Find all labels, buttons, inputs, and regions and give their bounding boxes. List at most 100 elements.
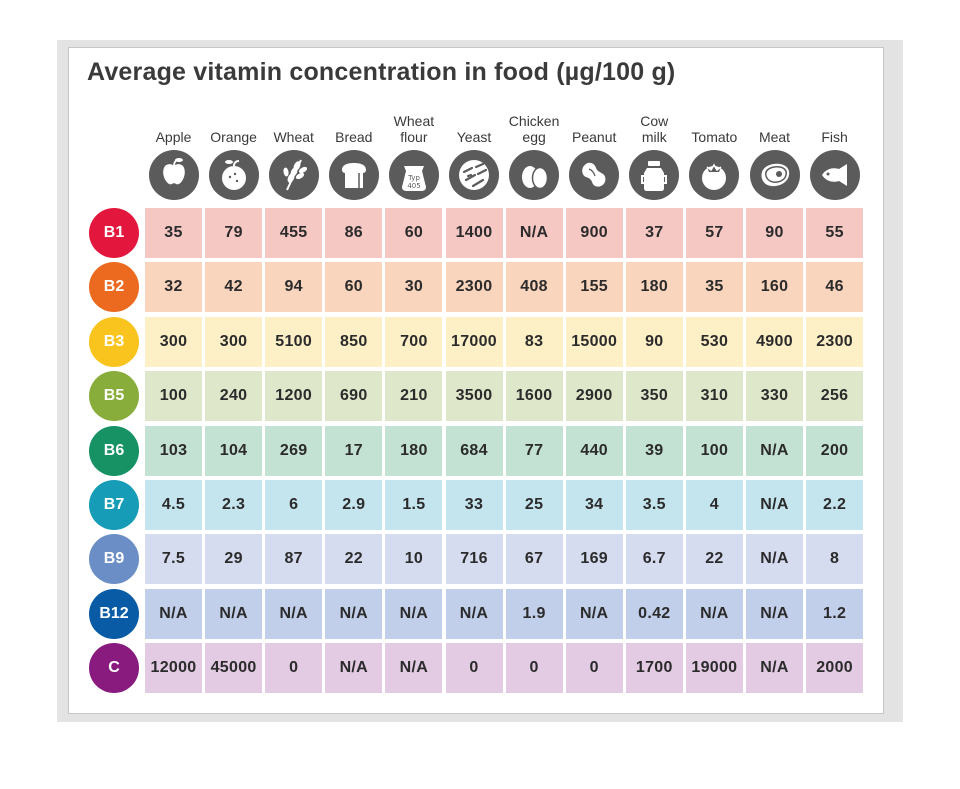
table-cell: 210 [385, 371, 443, 422]
vitamin-badge: B9 [89, 534, 139, 585]
apple-icon [148, 150, 199, 200]
table-cell: N/A [746, 588, 803, 639]
table-cell: 180 [385, 425, 443, 476]
table-cell: 2300 [445, 262, 503, 313]
table-cell: 169 [565, 534, 623, 585]
table-cell: 60 [325, 262, 383, 313]
table-cell: 103 [145, 425, 202, 476]
table-cell: 35 [685, 262, 743, 313]
table-cell: 17 [325, 425, 383, 476]
table-cell: 300 [205, 316, 263, 367]
table-cell: 8 [806, 534, 864, 585]
table-cell: N/A [746, 643, 803, 694]
table-cell: 1600 [505, 371, 563, 422]
table-cell: N/A [746, 534, 803, 585]
table-cell: 12000 [145, 643, 202, 694]
table-cell: 90 [625, 316, 683, 367]
chart-title: Average vitamin concentration in food (µ… [87, 58, 676, 86]
table-cell: 1.5 [385, 480, 443, 530]
column-header: Yeast [456, 129, 492, 145]
column-header: Tomato [691, 129, 738, 145]
table-cell: 90 [746, 208, 803, 258]
table-cell: 240 [205, 371, 263, 422]
wheat-icon [268, 150, 319, 200]
table-cell: N/A [205, 588, 263, 639]
egg-icon [509, 150, 560, 200]
table-cell: 87 [265, 534, 323, 585]
table-cell: 700 [385, 316, 443, 367]
column-header: Cow milk [640, 113, 669, 145]
table-cell: 46 [806, 262, 864, 313]
table-cell: 79 [205, 208, 263, 258]
table-cell: 33 [445, 480, 503, 530]
table-cell: 104 [205, 425, 263, 476]
table-cell: 67 [505, 534, 563, 585]
table-cell: 3500 [445, 371, 503, 422]
table-cell: N/A [265, 588, 323, 639]
column-header: Chicken egg [508, 113, 560, 145]
table-cell: 684 [445, 425, 503, 476]
vitamin-badge: B6 [89, 425, 139, 476]
table-cell: 4900 [746, 316, 803, 367]
tomato-icon [689, 150, 740, 200]
vitamin-badge: B7 [89, 480, 139, 530]
table-cell: 310 [685, 371, 743, 422]
flour-bag-icon: Typ 405 [388, 150, 439, 200]
meat-icon [749, 150, 800, 200]
table-cell: 22 [685, 534, 743, 585]
table-cell: 0 [265, 643, 323, 694]
bread-icon [328, 150, 379, 200]
table-cell: N/A [445, 588, 503, 639]
table-cell: 94 [265, 262, 323, 313]
table-cell: N/A [145, 588, 202, 639]
table-cell: 1700 [625, 643, 683, 694]
table-cell: 408 [505, 262, 563, 313]
table-cell: 6 [265, 480, 323, 530]
table-cell: 269 [265, 425, 323, 476]
vitamin-badge: B2 [89, 262, 139, 313]
table-cell: 57 [685, 208, 743, 258]
table-cell: 155 [565, 262, 623, 313]
table-cell: 7.5 [145, 534, 202, 585]
table-cell: 0.42 [625, 588, 683, 639]
table-cell: 39 [625, 425, 683, 476]
table-cell: 100 [685, 425, 743, 476]
table-cell: 440 [565, 425, 623, 476]
column-header: Fish [821, 129, 848, 145]
table-cell: 850 [325, 316, 383, 367]
table-cell: 2.2 [806, 480, 864, 530]
table-cell: 42 [205, 262, 263, 313]
table-cell: 22 [325, 534, 383, 585]
column-header: Meat [758, 129, 791, 145]
table-cell: 35 [145, 208, 202, 258]
table-cell: 34 [565, 480, 623, 530]
table-cell: 4 [685, 480, 743, 530]
fish-icon [809, 150, 860, 200]
table-cell: 300 [145, 316, 202, 367]
table-cell: 1.2 [806, 588, 864, 639]
table-cell: N/A [385, 588, 443, 639]
table-cell: 55 [806, 208, 864, 258]
table-cell: N/A [385, 643, 443, 694]
column-header: Wheat flour [393, 113, 435, 145]
table-cell: N/A [325, 588, 383, 639]
table-cell: 256 [806, 371, 864, 422]
milk-can-icon [629, 150, 680, 200]
table-cell: 83 [505, 316, 563, 367]
table-cell: N/A [325, 643, 383, 694]
table-cell: 4.5 [145, 480, 202, 530]
table-cell: 45000 [205, 643, 263, 694]
table-cell: 690 [325, 371, 383, 422]
table-cell: 0 [445, 643, 503, 694]
column-header: Bread [335, 129, 373, 145]
table-cell: 29 [205, 534, 263, 585]
orange-icon [208, 150, 259, 200]
table-cell: N/A [685, 588, 743, 639]
table-cell: 60 [385, 208, 443, 258]
svg-text:405: 405 [407, 182, 420, 190]
column-header: Wheat [273, 129, 314, 145]
table-cell: 32 [145, 262, 202, 313]
table-cell: 330 [746, 371, 803, 422]
table-cell: 1.9 [505, 588, 563, 639]
table-cell: N/A [746, 425, 803, 476]
